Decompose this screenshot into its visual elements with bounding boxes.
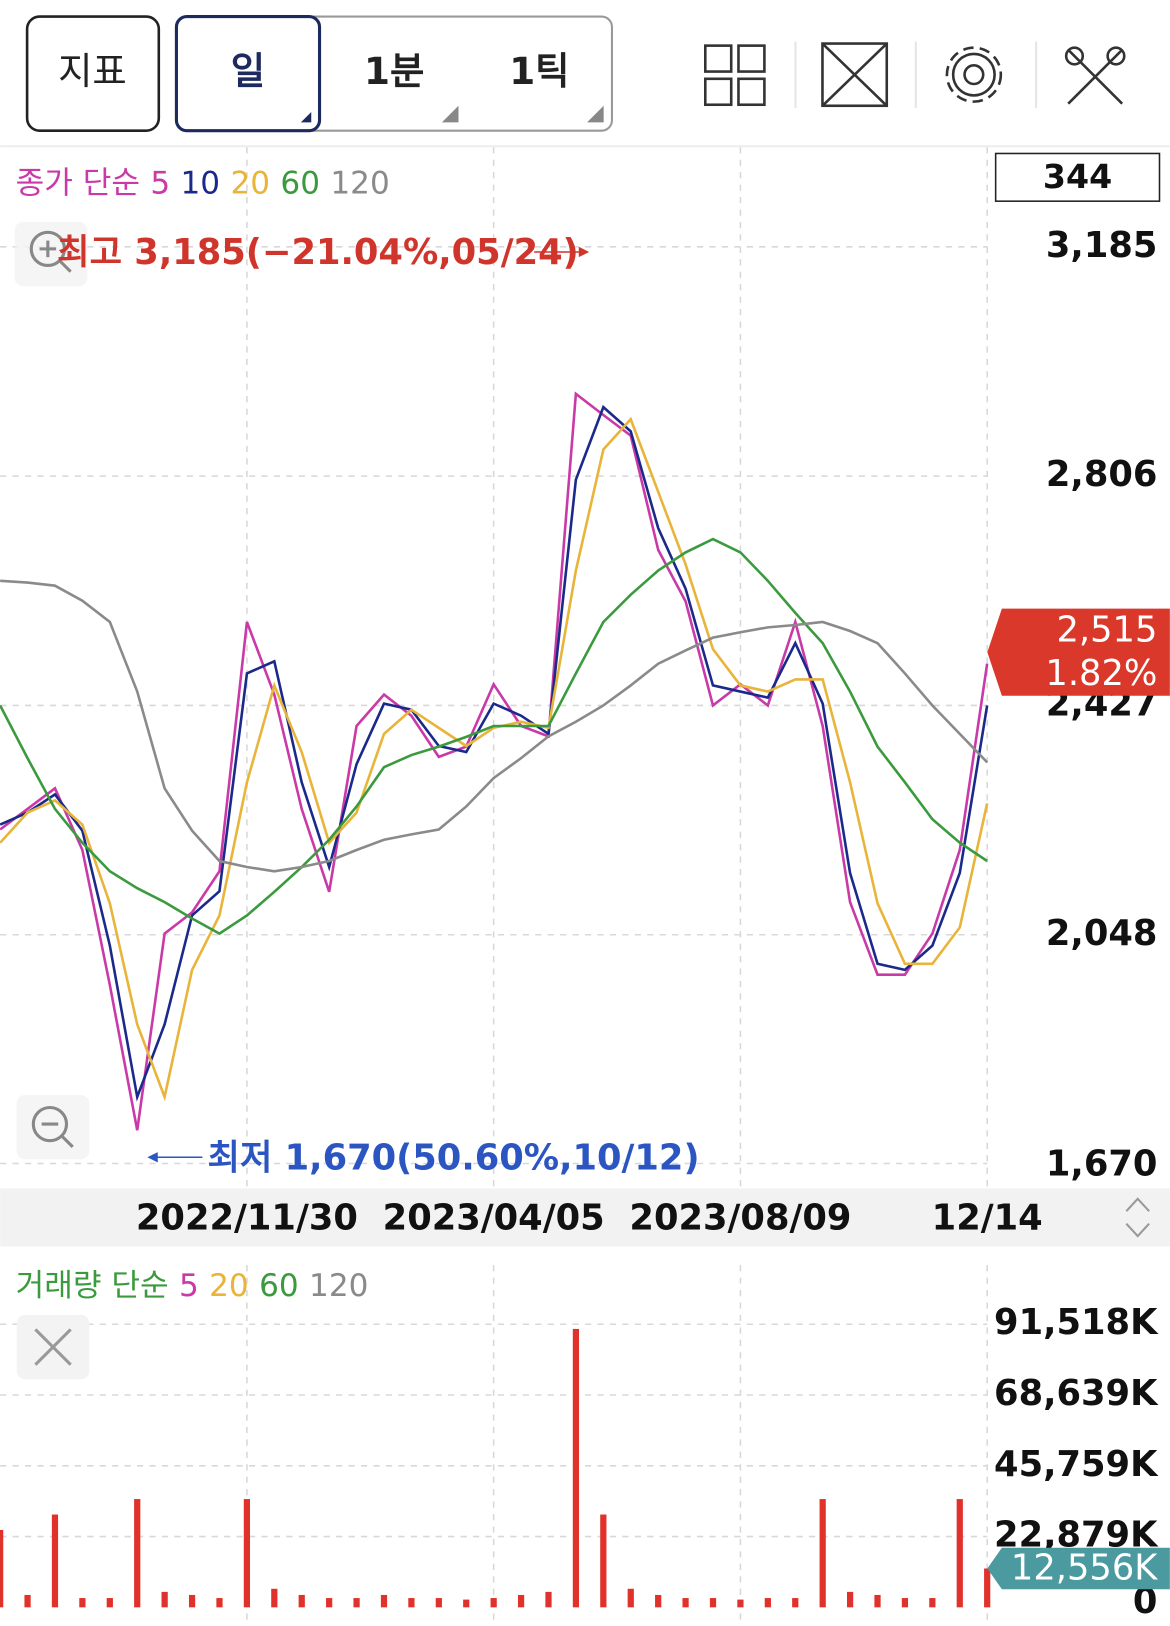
x-tick-label: 12/14 [932, 1198, 1043, 1239]
volume-bar [271, 1588, 278, 1608]
indicator-button[interactable] [25, 15, 161, 132]
x-tick-label: 2023/08/09 [629, 1198, 851, 1239]
volume-bar [600, 1514, 607, 1608]
layout-icon[interactable] [703, 44, 766, 107]
low-annotation: 최저 1,670(50.60%,10/12) [208, 1137, 700, 1178]
zoom-out-button[interactable] [16, 1095, 90, 1160]
volume-bar [79, 1598, 86, 1608]
volume-bar [627, 1588, 634, 1608]
volume-bar [353, 1598, 360, 1608]
toolbar-divider [0, 145, 1170, 148]
y-tick-label: 45,759K [994, 1444, 1159, 1485]
volume-bar [134, 1499, 141, 1608]
volume-bar [901, 1598, 909, 1608]
volume-bar [298, 1594, 305, 1608]
volume-bar [956, 1499, 963, 1608]
legend-item: 10 [181, 166, 221, 202]
legend-title: 거래량 단순 [16, 1268, 169, 1304]
button-label: 1틱 [509, 49, 569, 93]
volume-bar [655, 1594, 662, 1608]
volume-bar [243, 1499, 251, 1608]
volume-bar [326, 1598, 333, 1608]
volume-bars [0, 1328, 991, 1608]
last-price-tag [987, 608, 1170, 696]
volume-bar [216, 1598, 223, 1608]
volume-bar [819, 1499, 826, 1608]
fullscreen-icon[interactable] [821, 42, 889, 108]
volume-bar [51, 1514, 59, 1608]
button-label: 일 [231, 49, 265, 93]
x-tick-label: 2022/11/30 [136, 1198, 358, 1239]
volume-bar [572, 1328, 580, 1608]
legend-item: 5 [150, 166, 170, 202]
volume-bar [188, 1594, 196, 1608]
legend-item: 120 [309, 1268, 368, 1304]
last-volume-label: 12,556K [1011, 1548, 1158, 1589]
volume-bar [737, 1599, 744, 1608]
toolbar: 지표 일 1분 1틱 [25, 15, 1126, 133]
ma-line [0, 416, 989, 1102]
volume-bar [435, 1598, 442, 1608]
y-tick-label: 2,048 [1046, 913, 1157, 954]
ma-line [0, 537, 988, 936]
ma-line [0, 404, 989, 1102]
legend-item: 60 [259, 1268, 299, 1304]
last-change-label: 1.82% [1045, 653, 1157, 694]
count-box [994, 152, 1161, 202]
legend-item: 120 [330, 166, 389, 202]
volume-bar [984, 1568, 991, 1608]
volume-bar [408, 1598, 415, 1608]
y-tick-label: 2,806 [1046, 454, 1157, 495]
volume-bar [929, 1598, 936, 1608]
volume-bar [490, 1598, 497, 1608]
volume-bar [545, 1591, 552, 1608]
volume-bar [24, 1594, 31, 1608]
legend-item: 20 [230, 166, 270, 202]
price-lines [0, 391, 989, 1131]
volume-bar [764, 1598, 771, 1608]
close-icon [34, 1328, 72, 1366]
dropdown-corner [300, 111, 312, 123]
settings-icon[interactable] [945, 46, 1003, 103]
scroll-arrows[interactable] [1125, 1197, 1150, 1238]
ma-line [0, 391, 989, 1131]
last-price-label: 2,515 [1056, 609, 1157, 650]
high-annotation: 최고 3,185(−21.04%,05/24) [57, 232, 579, 273]
visible-count: 344 [1043, 157, 1112, 196]
legend-item: 20 [209, 1268, 249, 1304]
volume-bar [846, 1591, 854, 1608]
volume-bar [463, 1599, 470, 1608]
volume-bar [380, 1594, 388, 1608]
legend-item: 60 [280, 166, 320, 202]
volume-bar [517, 1594, 525, 1608]
legend-title: 종가 단순 [16, 166, 140, 202]
y-tick-label: 3,185 [1046, 225, 1157, 266]
volume-bar [682, 1598, 689, 1608]
volume-bar [709, 1598, 717, 1608]
last-volume-tag [987, 1547, 1170, 1590]
tools-icon[interactable] [1064, 46, 1126, 105]
volume-bar [161, 1591, 168, 1608]
button-label: 1분 [364, 49, 424, 93]
zoom-in-icon [29, 230, 72, 273]
zoom-out-icon [31, 1105, 74, 1149]
volume-bar [874, 1594, 881, 1608]
annotation-arrows [147, 246, 590, 1163]
y-tick-label: 68,639K [994, 1373, 1159, 1414]
button-label: 지표 [58, 49, 127, 93]
ma-line [0, 579, 989, 873]
period-button[interactable] [174, 15, 322, 133]
x-axis-strip [0, 1188, 1170, 1247]
legend-item: 5 [179, 1268, 199, 1304]
y-tick-label: 1,670 [1046, 1144, 1157, 1185]
volume-bar [106, 1598, 113, 1608]
x-tick-label: 2023/04/05 [383, 1198, 605, 1239]
volume-bar [792, 1598, 799, 1608]
y-tick-label: 91,518K [994, 1302, 1159, 1343]
volume-bar [0, 1530, 4, 1608]
